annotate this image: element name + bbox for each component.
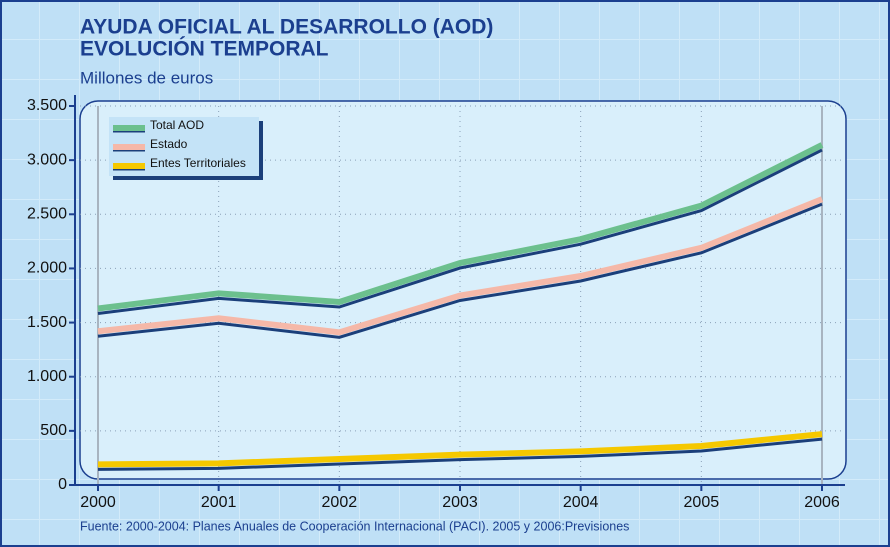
y-tick-label: 1.500 xyxy=(27,314,67,331)
y-tick-label: 0 xyxy=(58,476,67,493)
line-shadow xyxy=(97,202,823,339)
y-tick-label: 500 xyxy=(40,422,67,439)
legend-label: Entes Territoriales xyxy=(150,156,246,170)
line xyxy=(97,142,824,312)
legend-label: Estado xyxy=(150,137,188,151)
x-tick-label: 2001 xyxy=(201,494,237,511)
x-tick-label: 2000 xyxy=(80,494,116,511)
chart-title: AYUDA OFICIAL AL DESARROLLO (AOD) xyxy=(80,16,493,39)
x-tick-label: 2003 xyxy=(442,494,478,511)
x-tick-label: 2005 xyxy=(684,494,720,511)
y-tick-label: 2.500 xyxy=(27,206,67,223)
x-tick-label: 2004 xyxy=(563,494,599,511)
x-tick-label: 2002 xyxy=(322,494,358,511)
source: Fuente: 2000-2004: Planes Anuales de Coo… xyxy=(80,519,629,533)
y-tick-label: 3.000 xyxy=(27,151,67,168)
line xyxy=(97,196,824,336)
plot-area xyxy=(79,100,847,480)
y-tick-label: 3.500 xyxy=(27,97,67,114)
line xyxy=(97,431,823,468)
legend-label: Total AOD xyxy=(150,118,204,132)
chart-subtitle: EVOLUCIÓN TEMPORAL xyxy=(80,37,329,61)
line-shadow xyxy=(97,148,823,315)
y-tick-label: 1.000 xyxy=(27,368,67,385)
y-tick-label: 2.000 xyxy=(27,260,67,277)
line-shadow xyxy=(97,437,823,471)
x-tick-label: 2006 xyxy=(804,494,840,511)
y-axis-label: Millones de euros xyxy=(80,68,213,87)
legend: Total AOD Estado Entes Territoriales xyxy=(109,117,263,180)
